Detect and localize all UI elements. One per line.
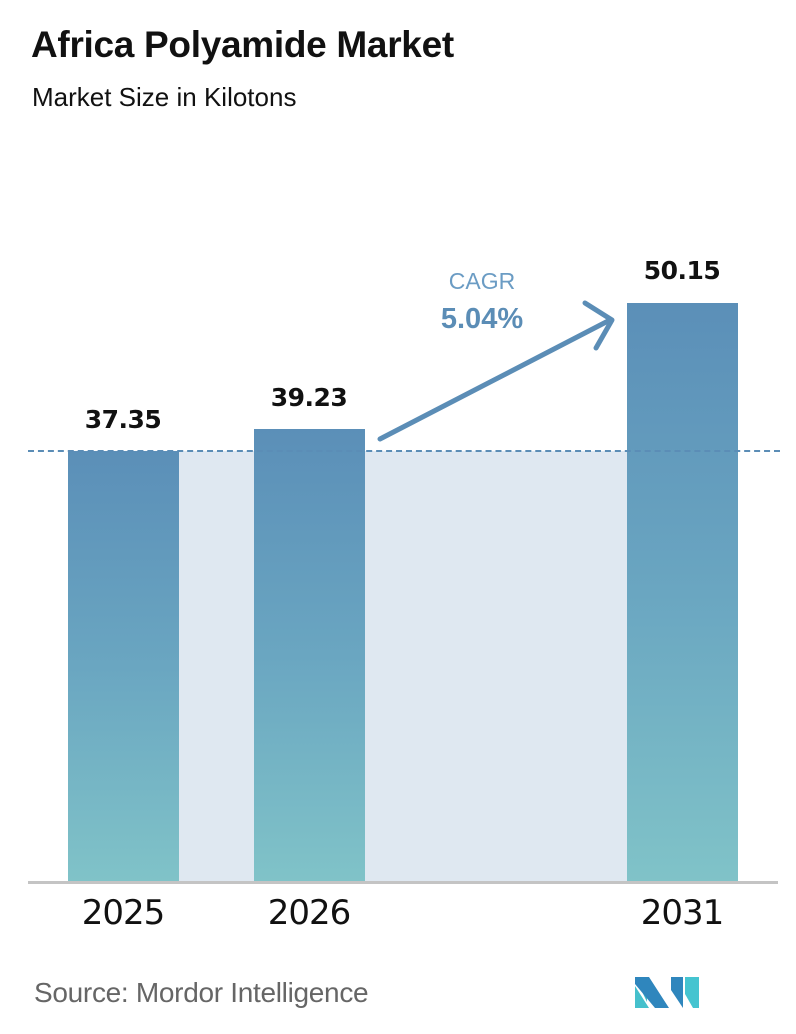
x-label-2025: 2025 xyxy=(81,893,166,933)
chart-title: Africa Polyamide Market xyxy=(31,24,454,65)
cagr-label: CAGR xyxy=(448,268,516,294)
value-label-2026: 39.23 xyxy=(270,383,348,412)
value-label-2025: 37.35 xyxy=(84,405,162,434)
cagr-value: 5.04% xyxy=(440,303,524,335)
x-label-2026: 2026 xyxy=(267,893,352,933)
chart-subtitle: Market Size in Kilotons xyxy=(32,82,297,112)
x-axis-line xyxy=(28,881,778,884)
baseline-band xyxy=(179,451,627,882)
reference-line xyxy=(28,450,780,452)
source-text: Source: Mordor Intelligence xyxy=(34,977,369,1008)
bar-2025 xyxy=(68,451,179,882)
bar-2031 xyxy=(627,303,738,882)
bar-2026 xyxy=(254,429,365,882)
mordor-intelligence-logo-icon xyxy=(635,977,699,1008)
value-label-2031: 50.15 xyxy=(643,256,721,285)
x-label-2031: 2031 xyxy=(640,893,725,933)
